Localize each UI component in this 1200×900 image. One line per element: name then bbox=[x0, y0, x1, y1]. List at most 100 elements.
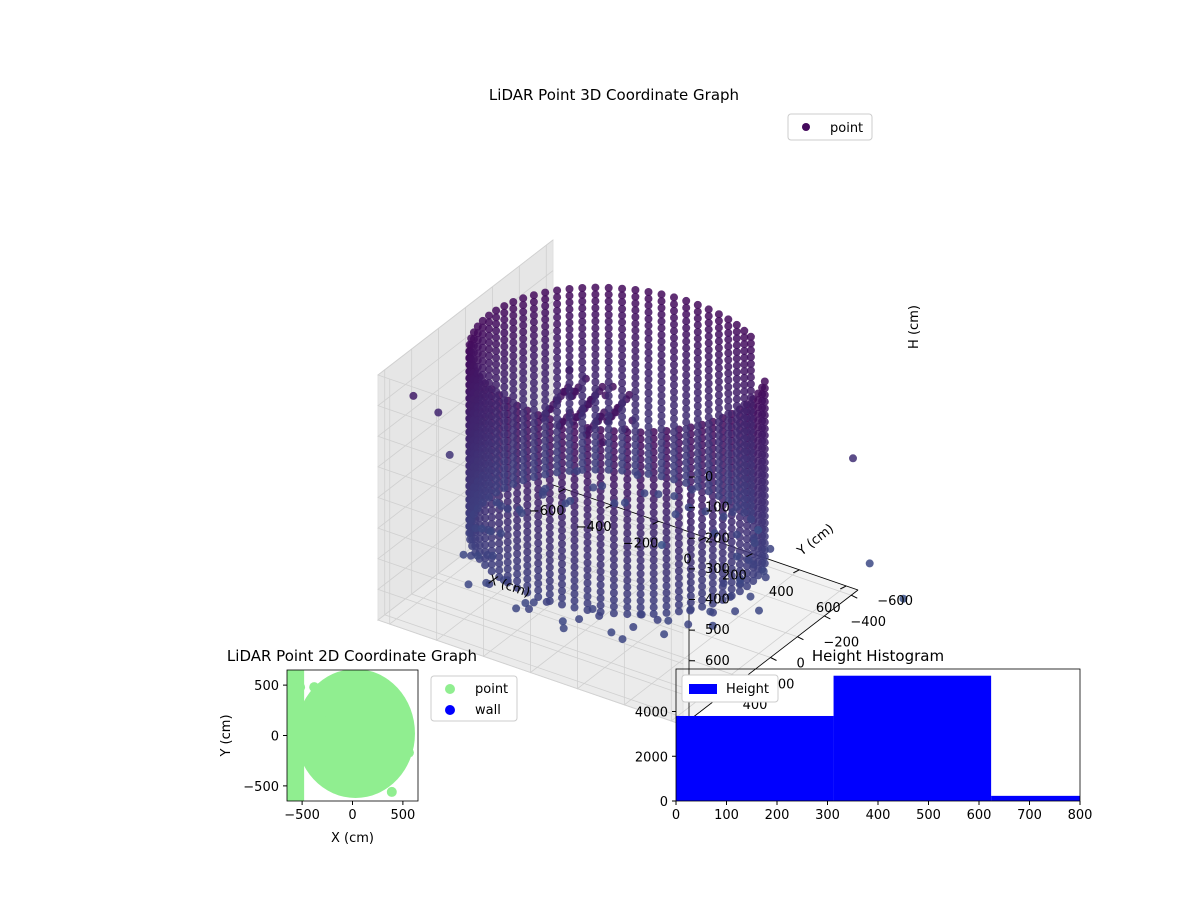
data-point bbox=[534, 532, 543, 541]
data-point bbox=[570, 475, 579, 484]
data-point bbox=[500, 389, 509, 398]
data-point bbox=[623, 556, 632, 565]
data-point bbox=[558, 580, 566, 589]
data-point bbox=[492, 326, 501, 335]
y-tick bbox=[851, 594, 858, 599]
data-point bbox=[760, 559, 769, 568]
data-point bbox=[478, 397, 487, 406]
data-point bbox=[513, 529, 522, 538]
y-tick-label: −400 bbox=[850, 615, 886, 630]
data-point bbox=[553, 414, 562, 423]
data-point bbox=[732, 347, 741, 356]
data-point bbox=[604, 418, 613, 427]
data-point bbox=[545, 509, 554, 518]
data-point bbox=[682, 465, 691, 474]
data-point bbox=[644, 362, 653, 371]
data-point bbox=[478, 377, 487, 386]
data-point bbox=[670, 320, 678, 329]
data-point bbox=[754, 526, 763, 534]
data-point bbox=[743, 562, 751, 571]
data-point bbox=[682, 317, 691, 326]
data-point bbox=[735, 540, 744, 549]
data-point bbox=[746, 359, 755, 368]
data-point bbox=[682, 371, 691, 380]
data-point bbox=[307, 725, 318, 736]
data-point bbox=[760, 532, 769, 541]
data-point bbox=[623, 562, 632, 571]
data-point bbox=[618, 311, 627, 320]
data-point bbox=[760, 431, 769, 440]
data-point bbox=[714, 492, 723, 501]
data-point bbox=[553, 401, 562, 409]
data-point bbox=[670, 461, 678, 470]
data-point bbox=[664, 616, 673, 625]
data-point bbox=[749, 577, 758, 585]
data-point bbox=[523, 541, 532, 550]
data-point bbox=[740, 454, 749, 463]
data-point bbox=[657, 344, 666, 353]
data-point bbox=[604, 411, 613, 420]
data-point bbox=[693, 449, 702, 458]
data-point bbox=[740, 468, 749, 477]
data-point bbox=[541, 302, 550, 310]
data-point bbox=[578, 317, 587, 326]
data-point bbox=[670, 387, 678, 396]
data-point bbox=[718, 535, 727, 544]
data-point bbox=[686, 606, 695, 615]
data-point bbox=[670, 306, 678, 315]
data-point bbox=[718, 548, 727, 557]
data-point bbox=[485, 311, 493, 320]
data-point bbox=[631, 393, 640, 402]
data-point bbox=[732, 502, 741, 511]
data-point bbox=[662, 575, 671, 584]
data-point bbox=[478, 323, 487, 332]
data-point bbox=[500, 369, 509, 378]
data-point bbox=[521, 599, 530, 607]
data-point bbox=[529, 331, 538, 340]
data-point bbox=[714, 458, 723, 467]
data-point bbox=[485, 399, 493, 408]
data-point bbox=[464, 580, 473, 589]
data-point bbox=[604, 425, 613, 434]
data-point bbox=[509, 338, 518, 347]
data-point bbox=[732, 395, 741, 404]
data-point bbox=[596, 473, 605, 482]
data-point bbox=[534, 518, 543, 527]
data-point bbox=[618, 459, 627, 468]
data-point bbox=[693, 314, 702, 323]
data-point bbox=[541, 416, 550, 425]
data-point bbox=[558, 560, 566, 568]
data-point bbox=[604, 324, 613, 333]
data-point bbox=[724, 463, 733, 472]
data-point bbox=[662, 602, 671, 611]
data-point bbox=[386, 786, 397, 797]
data-point bbox=[500, 416, 509, 425]
data-point bbox=[644, 348, 653, 357]
data-point bbox=[708, 518, 717, 527]
data-point bbox=[541, 484, 550, 493]
data-point bbox=[727, 524, 736, 533]
data-point bbox=[488, 551, 497, 560]
data-point bbox=[609, 514, 618, 523]
data-point bbox=[726, 592, 735, 601]
data-point bbox=[649, 508, 658, 517]
data-point bbox=[743, 568, 751, 577]
data-point bbox=[565, 466, 574, 475]
data-point bbox=[731, 607, 740, 616]
data-point bbox=[662, 487, 671, 496]
y-axis-label: Y (cm) bbox=[794, 521, 837, 559]
data-point bbox=[609, 568, 618, 577]
data-point bbox=[503, 531, 512, 540]
data-point bbox=[523, 521, 532, 530]
data-point bbox=[558, 566, 566, 575]
data-point bbox=[714, 431, 723, 440]
data-point bbox=[746, 467, 755, 476]
data-point bbox=[618, 399, 627, 408]
data-point bbox=[670, 421, 678, 430]
data-point bbox=[631, 366, 640, 375]
data-point bbox=[541, 470, 550, 479]
data-point bbox=[478, 465, 487, 474]
data-point bbox=[657, 357, 666, 366]
data-point bbox=[471, 524, 480, 533]
